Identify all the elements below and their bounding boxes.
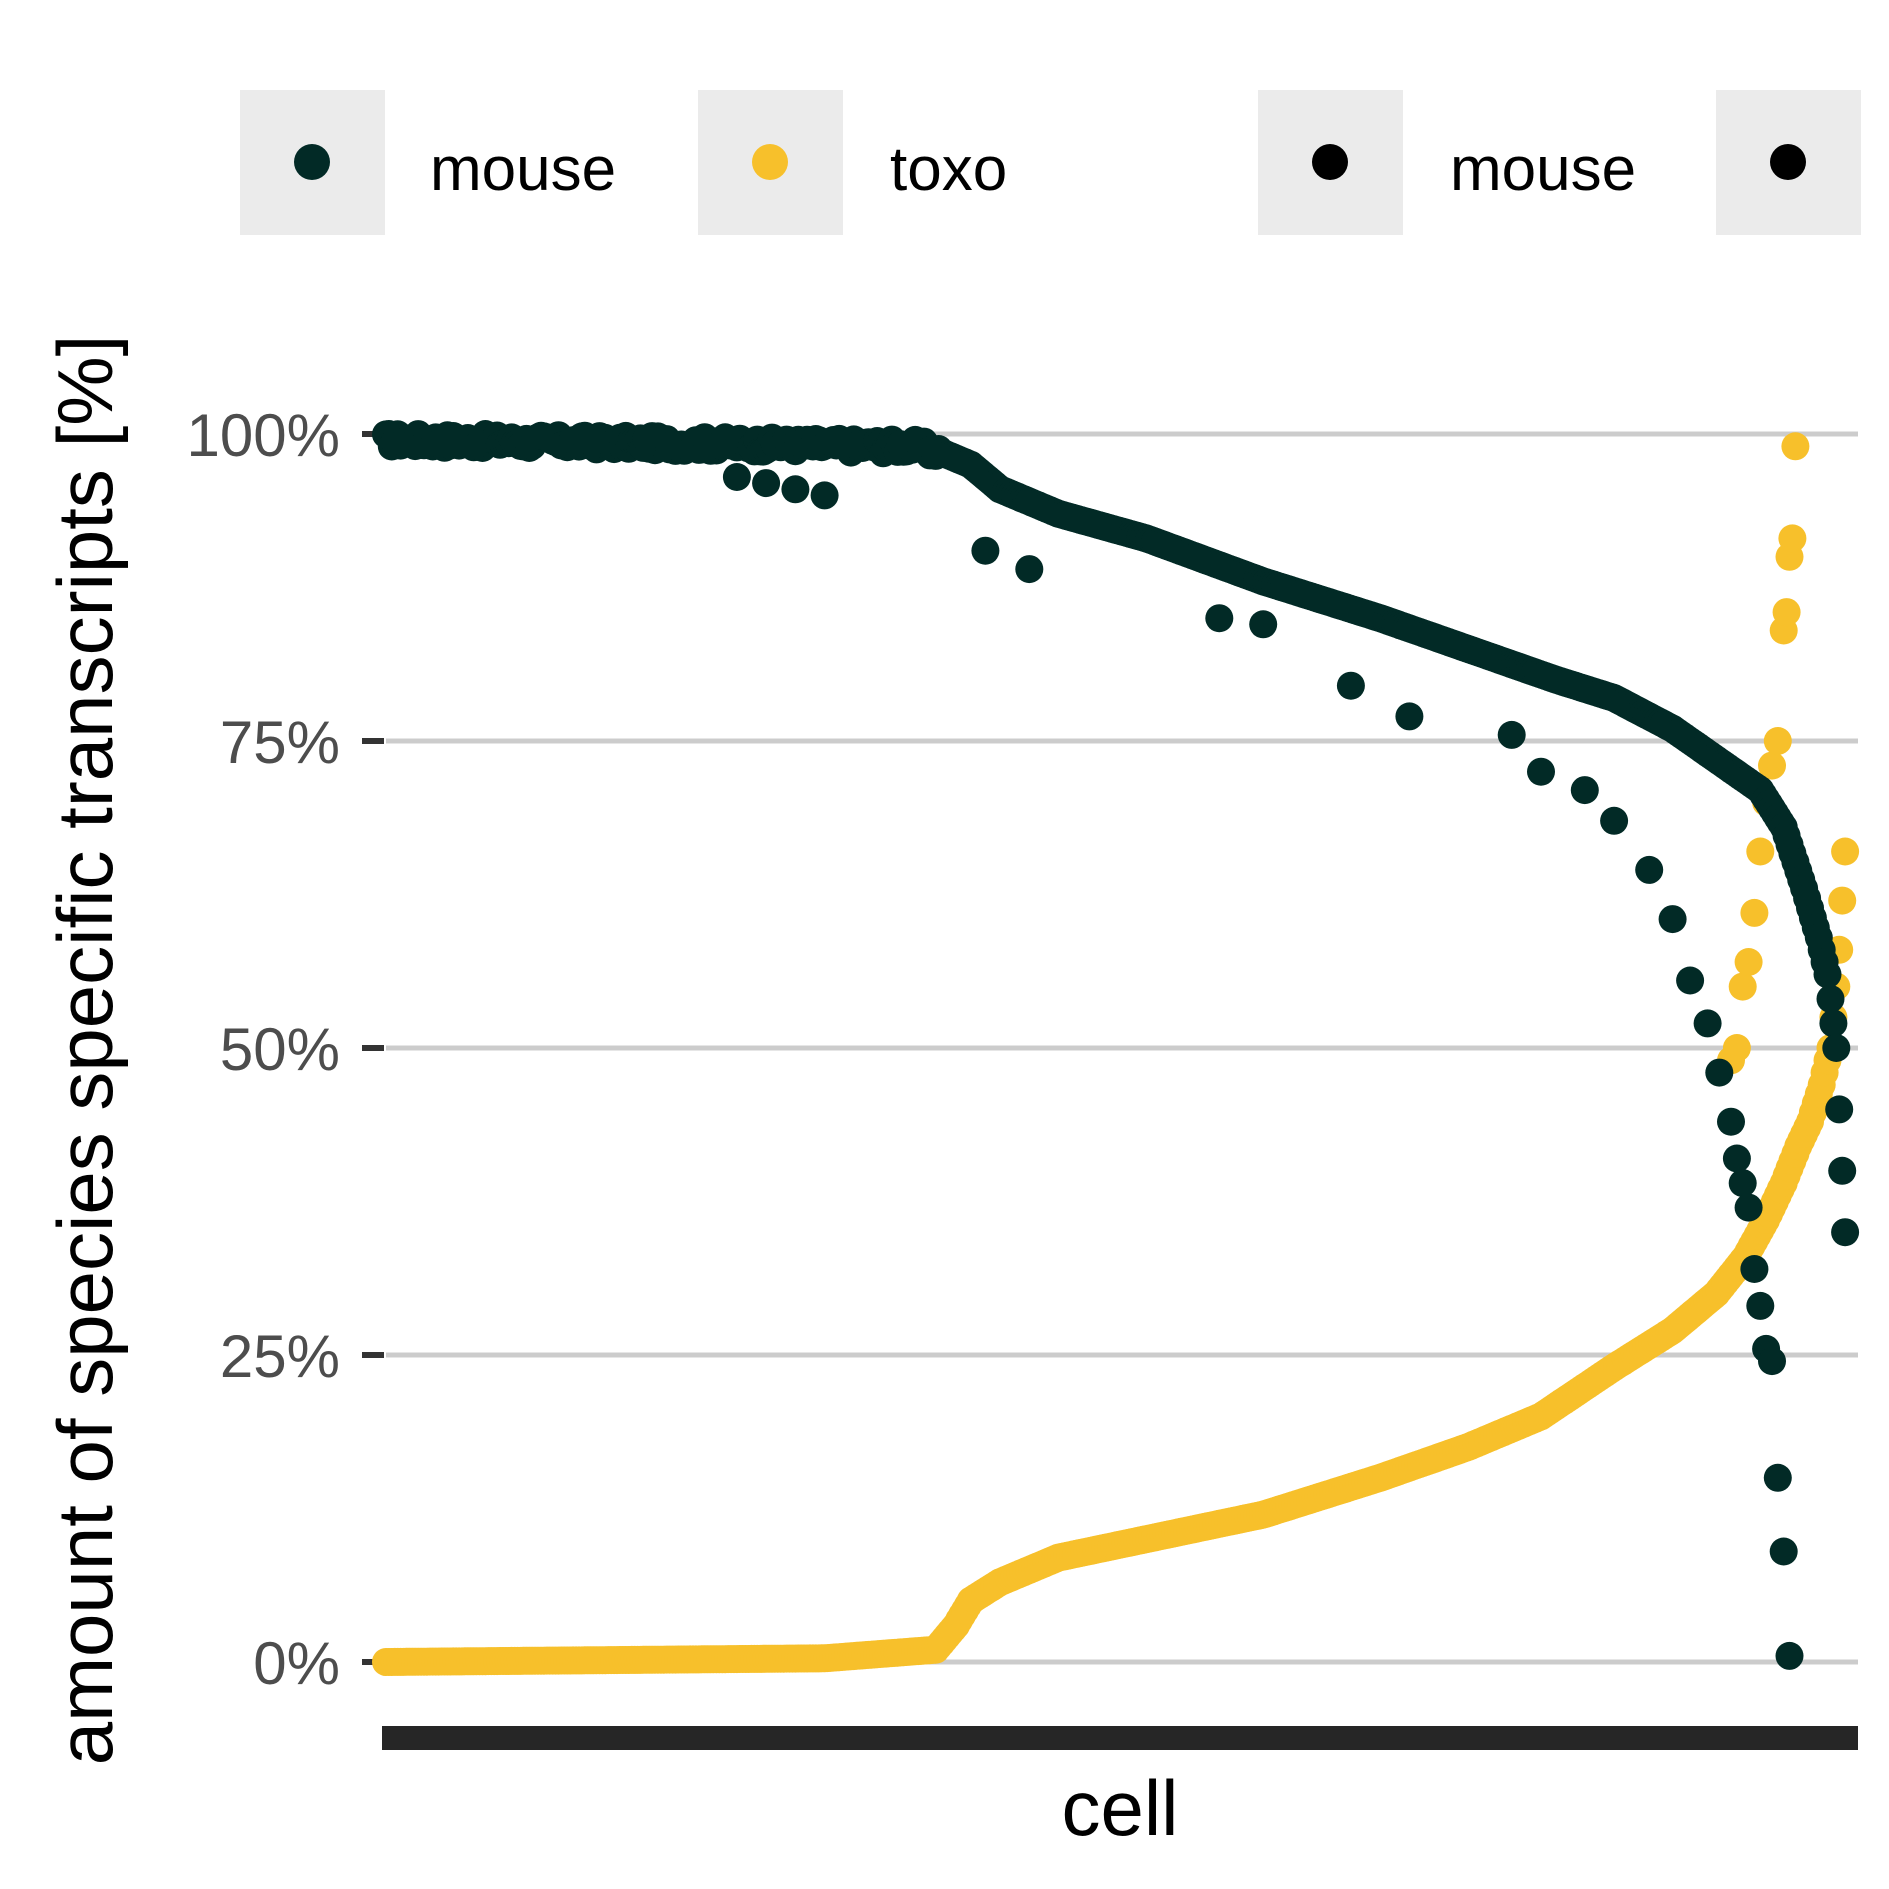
toxo-point: [1746, 837, 1775, 866]
mouse-point: [1816, 984, 1845, 1013]
mouse-point: [1635, 855, 1664, 884]
mouse-point: [1600, 806, 1629, 835]
y-axis: 0% 25% 50% 75% 100%: [187, 402, 384, 1697]
toxo-point: [1828, 886, 1857, 915]
mouse-point: [1336, 671, 1365, 700]
toxo-point: [1722, 1034, 1751, 1062]
legend: mouse toxo mouse: [240, 90, 1861, 235]
y-gridlines: [386, 431, 1858, 1665]
toxo-point: [1781, 432, 1810, 461]
mouse-point: [1705, 1058, 1734, 1087]
legend-key-1-dot: [294, 144, 330, 180]
toxo-point: [1772, 598, 1801, 627]
mouse-point: [1828, 1156, 1857, 1185]
mouse-point: [1763, 1463, 1792, 1492]
mouse-point: [1658, 905, 1687, 934]
mouse-point: [971, 536, 1000, 565]
mouse-point: [1722, 1144, 1751, 1173]
legend-key-4-dot: [1770, 144, 1806, 180]
mouse-point: [1813, 960, 1842, 989]
y-tick-label-1: 25%: [220, 1323, 340, 1390]
legend-key-3-dot: [1312, 144, 1348, 180]
series-mouse: [372, 420, 1860, 1670]
legend-key-2-dot: [752, 144, 788, 180]
y-tick-label-0: 0%: [253, 1630, 340, 1697]
mouse-point: [1758, 1347, 1786, 1376]
toxo-point: [1740, 898, 1769, 927]
x-axis-title: cell: [1061, 1764, 1178, 1852]
toxo-point: [1758, 751, 1786, 780]
y-tick-label-4: 100%: [187, 402, 340, 469]
mouse-point: [1769, 1537, 1798, 1566]
series-layer: [372, 420, 1860, 1676]
mouse-point: [1734, 1193, 1763, 1222]
toxo-point: [1763, 727, 1792, 755]
mouse-point: [1497, 720, 1526, 749]
series-toxo: [372, 432, 1860, 1676]
toxo-point: [1734, 948, 1763, 976]
mouse-point: [1775, 1641, 1804, 1670]
toxo-point: [1831, 837, 1860, 866]
mouse-point: [1740, 1255, 1769, 1283]
x-axis-line: [382, 1726, 1858, 1750]
legend-label-2: toxo: [890, 135, 1007, 204]
mouse-point: [1728, 1169, 1757, 1198]
legend-label-3: mouse: [1450, 135, 1636, 204]
toxo-point: [1778, 524, 1807, 553]
mouse-point: [1676, 966, 1705, 995]
mouse-point: [781, 475, 810, 504]
y-tick-label-2: 50%: [220, 1016, 340, 1083]
mouse-point: [1527, 757, 1555, 786]
mouse-point: [1819, 1009, 1848, 1038]
mouse-point: [1746, 1291, 1775, 1320]
mouse-point: [1693, 1009, 1722, 1038]
mouse-point: [1015, 555, 1044, 584]
y-axis-title: amount of species specific transcripts […: [41, 335, 129, 1766]
mouse-point: [1205, 604, 1234, 633]
mouse-point: [1717, 1107, 1745, 1136]
mouse-point: [1822, 1034, 1851, 1062]
legend-label-1: mouse: [430, 135, 616, 204]
toxo-point: [1728, 972, 1757, 1001]
mouse-point: [1249, 610, 1278, 639]
mouse-point: [722, 463, 751, 491]
mouse-point: [1831, 1218, 1860, 1247]
y-tick-label-3: 75%: [220, 709, 340, 776]
mouse-point: [752, 469, 781, 498]
mouse-point: [1825, 1095, 1854, 1124]
mouse-point: [1570, 776, 1599, 805]
mouse-point: [810, 481, 839, 510]
mouse-point: [1395, 702, 1424, 731]
